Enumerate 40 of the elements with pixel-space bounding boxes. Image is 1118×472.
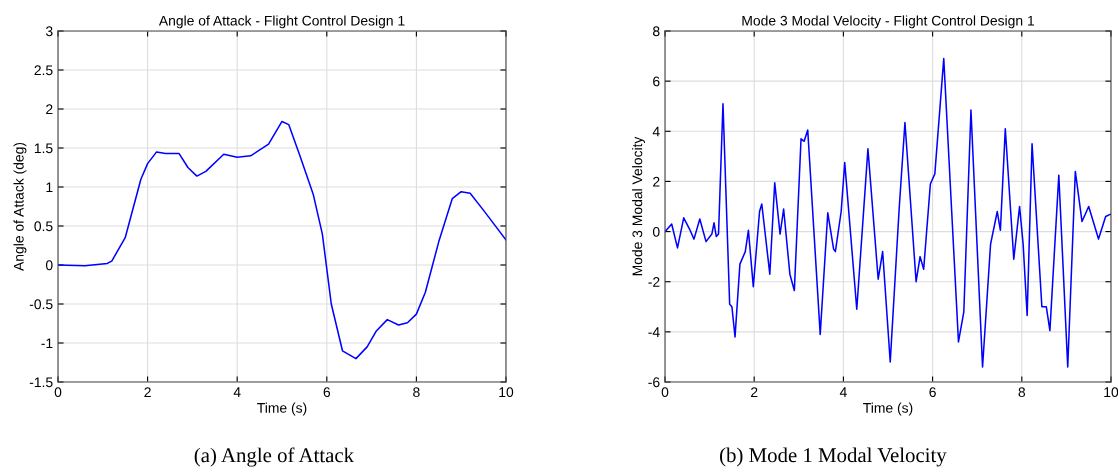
y-tick-label: 2.5 xyxy=(34,65,53,76)
line-series xyxy=(58,120,506,360)
x-tick-label: 8 xyxy=(413,387,420,398)
y-tick-label: 0 xyxy=(652,226,660,237)
y-tick-label: 2 xyxy=(46,104,53,115)
line-series xyxy=(665,57,1111,368)
y-tick-label: -6 xyxy=(648,377,660,388)
y-tick-label: -4 xyxy=(648,327,660,337)
x-axis-title: Time (s) xyxy=(257,402,307,416)
x-tick-label: 2 xyxy=(144,387,151,397)
x-tick-label: 10 xyxy=(499,387,514,398)
text: (b) Mode 1 Modal Velocity xyxy=(720,447,947,467)
x-tick-label: 8 xyxy=(1018,387,1026,398)
x-tick-label: 10 xyxy=(1104,387,1118,398)
y-axis-title: Mode 3 Modal Velocity xyxy=(632,136,646,276)
y-tick-label: -1 xyxy=(41,338,53,349)
y-tick-label: 3 xyxy=(45,26,53,37)
y-tick-label: 0.5 xyxy=(34,221,53,232)
x-tick-label: 6 xyxy=(323,387,331,398)
y-tick-label: 2 xyxy=(653,176,660,187)
x-tick-label: 0 xyxy=(661,387,669,398)
y-tick-label: 1.5 xyxy=(34,143,53,154)
x-axis-title: Time (s) xyxy=(863,402,913,416)
y-tick-label: 1 xyxy=(46,182,53,193)
chart-title: Angle of Attack - Flight Control Design 1 xyxy=(158,15,405,29)
x-tick-label: 0 xyxy=(54,387,62,398)
y-axis-title: Angle of Attack (deg) xyxy=(13,142,27,271)
x-tick-label: 2 xyxy=(751,387,758,397)
x-tick-label: 6 xyxy=(929,387,936,398)
y-tick-label: 0 xyxy=(45,260,53,271)
y-tick-label: 4 xyxy=(652,126,660,137)
y-tick-label: -1.5 xyxy=(29,377,53,388)
y-tick-label: -0.5 xyxy=(29,299,53,310)
chart-title: Mode 3 Modal Velocity - Flight Control Design 1 xyxy=(742,15,1035,29)
x-tick-label: 4 xyxy=(839,387,847,397)
text: (a) Angle of Attack xyxy=(194,447,355,467)
y-tick-label: 8 xyxy=(653,26,660,37)
y-tick-label: -2 xyxy=(648,277,660,287)
x-tick-label: 4 xyxy=(233,387,241,397)
y-tick-label: 6 xyxy=(653,76,660,87)
